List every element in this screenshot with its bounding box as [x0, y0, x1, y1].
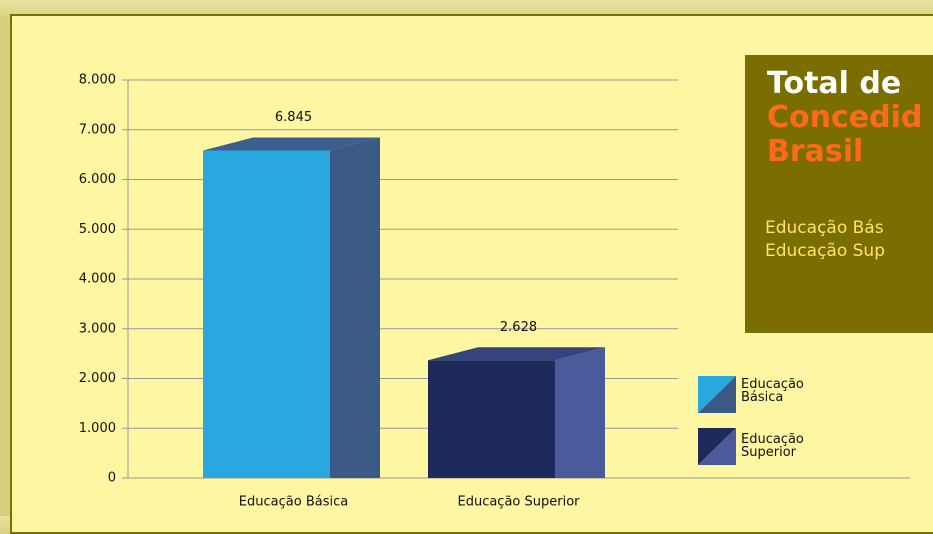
y-tick-label: 8.000 [79, 73, 116, 88]
legend-swatch [698, 376, 736, 413]
y-tick-label: 3.000 [79, 321, 116, 336]
bar-side [330, 137, 380, 478]
x-tick-label: Educação Básica [239, 495, 348, 510]
legend-swatch [698, 428, 736, 465]
info-panel: Total de Concedid Brasil Educação Bás Ed… [745, 55, 933, 333]
y-tick-label: 5.000 [79, 222, 116, 237]
y-tick-label: 1.000 [79, 421, 116, 436]
y-tick-label: 0 [108, 471, 116, 486]
x-tick-label: Educação Superior [457, 495, 580, 510]
value-label: 2.628 [500, 320, 537, 335]
y-tick-label: 6.000 [79, 172, 116, 187]
bar-top [203, 137, 380, 151]
panel-line: Educação Bás [765, 218, 884, 238]
value-label: 6.845 [275, 110, 312, 125]
legend-label: Educação Superior [741, 432, 804, 460]
bar-side [555, 347, 605, 478]
bar [428, 360, 555, 478]
chart: 0 1.000 2.000 3.000 4.000 5.000 6.000 7.000 8.00… [79, 73, 910, 510]
y-tick-label: 2.000 [79, 371, 116, 386]
y-tick-label: 7.000 [79, 122, 116, 137]
panel-title: Total de [767, 66, 902, 101]
legend-label: Educação Básica [741, 377, 804, 405]
panel-title: Concedid [767, 100, 923, 135]
panel-line: Educação Sup [765, 241, 885, 261]
bar [203, 150, 330, 478]
y-tick-label: 4.000 [79, 272, 116, 287]
panel-title: Brasil [767, 134, 864, 169]
bar-top [428, 347, 605, 361]
